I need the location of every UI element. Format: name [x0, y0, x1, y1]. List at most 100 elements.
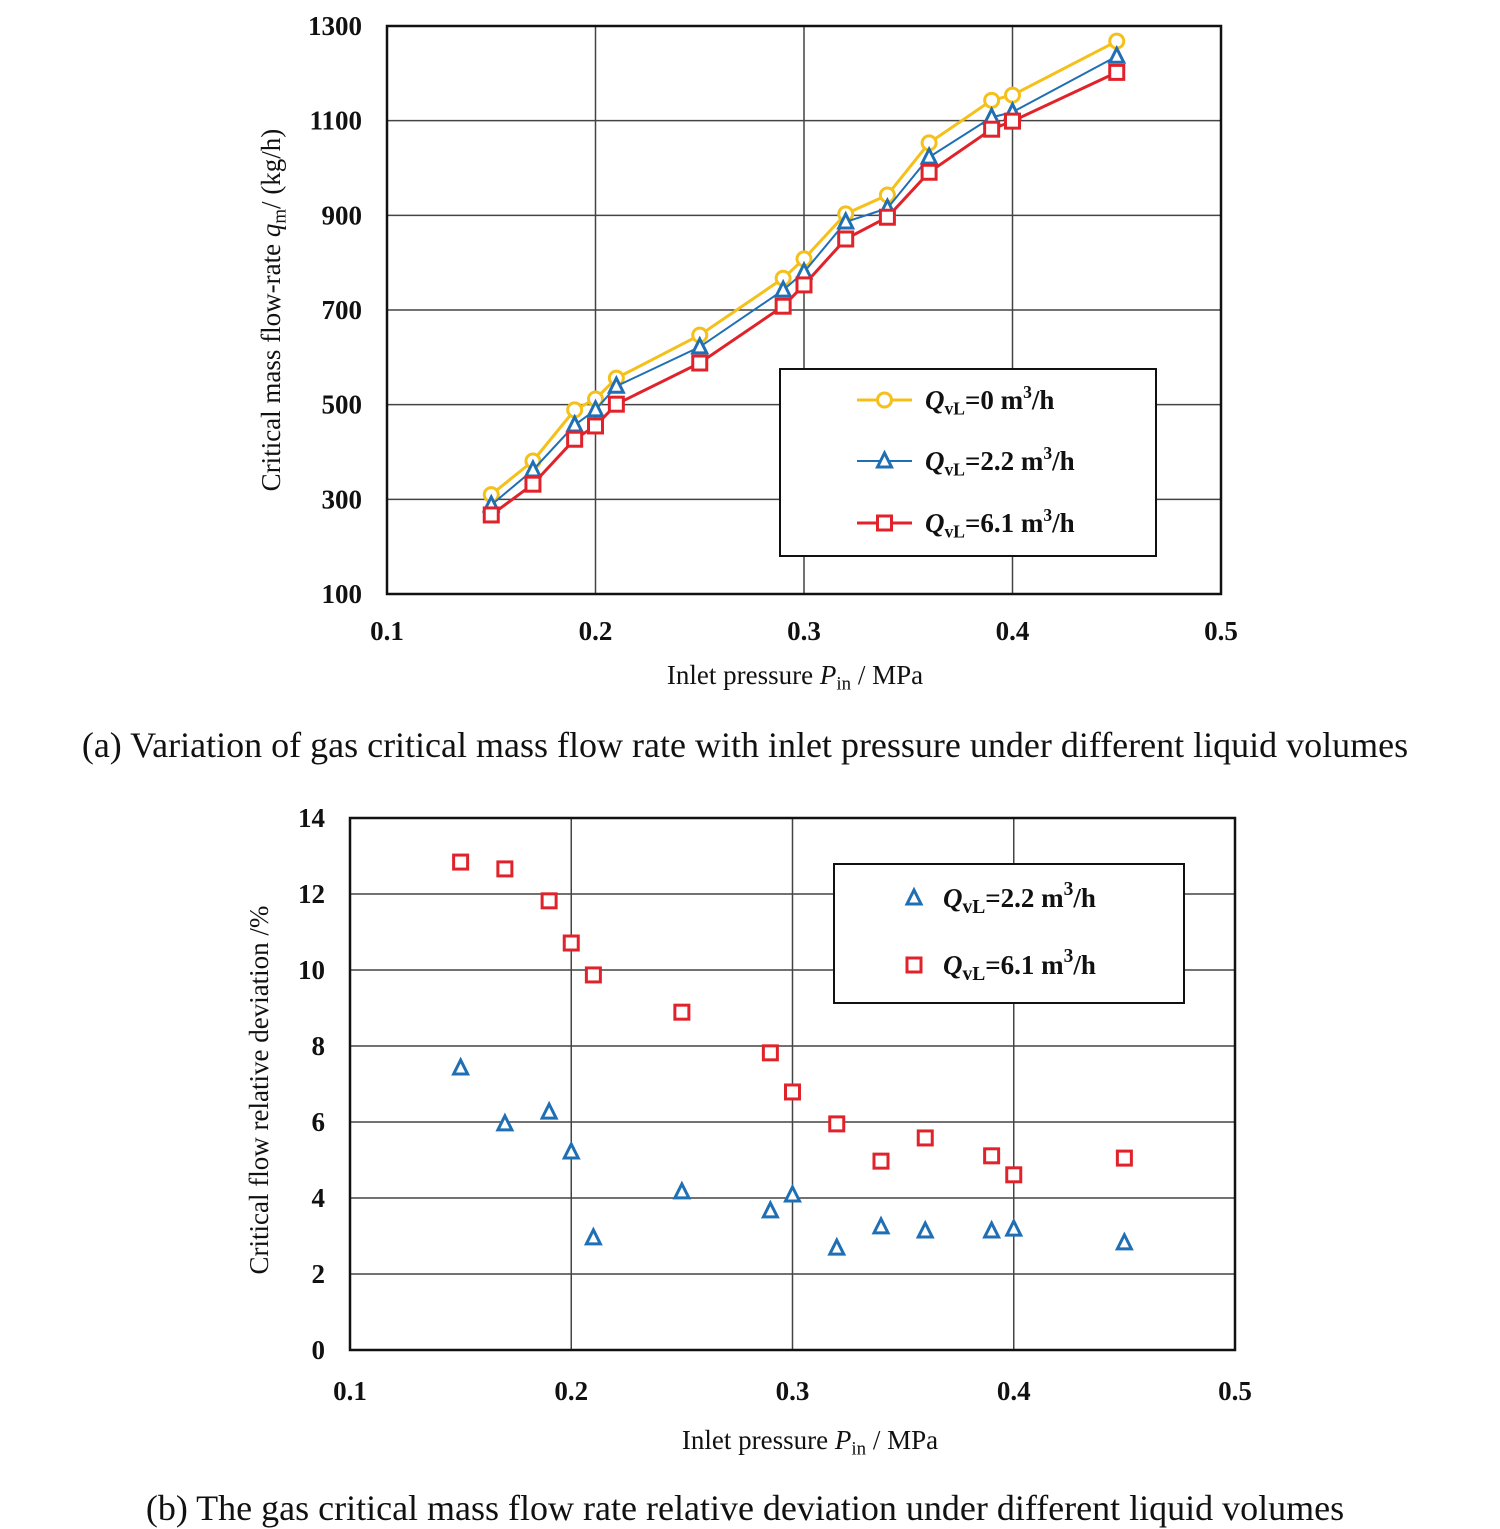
data-point: [1108, 63, 1126, 81]
data-point: [983, 120, 1001, 138]
x-tick-label: 0.2: [579, 616, 613, 646]
data-point: [878, 208, 896, 226]
legend-var: Q: [925, 508, 945, 538]
y-tick-label: 14: [298, 803, 325, 833]
data-point: [919, 145, 939, 165]
x-axis-label-sub: in: [851, 1438, 866, 1459]
data-point: [1115, 1149, 1133, 1167]
x-axis-label-sub: in: [836, 673, 851, 694]
data-point: [561, 1140, 581, 1160]
data-point: [584, 966, 602, 984]
y-tick-label: 6: [312, 1107, 326, 1137]
chart-caption: (a) Variation of gas critical mass flow …: [82, 725, 1408, 765]
legend-rest: =6.1 m: [965, 508, 1044, 538]
y-axis-label-text: Critical flow relative deviation /%: [244, 906, 274, 1275]
data-point: [691, 354, 709, 372]
data-point: [1005, 1166, 1023, 1184]
data-point: [774, 297, 792, 315]
y-axis-label-var: q: [256, 224, 286, 238]
data-point: [837, 230, 855, 248]
legend-rest: =2.2 m: [985, 883, 1064, 913]
legend-box: [833, 863, 1185, 1004]
legend-tail: /h: [1051, 508, 1075, 538]
y-tick-label: 10: [298, 955, 325, 985]
data-point: [539, 1100, 559, 1120]
legend-label: QvL=2.2 m3/h: [925, 443, 1075, 479]
legend-marker: [876, 391, 893, 409]
series-1: [452, 853, 1133, 1184]
x-axis-label: Inlet pressure Pin / MPa: [667, 660, 923, 694]
data-point: [783, 1183, 802, 1203]
data-point: [495, 1112, 515, 1132]
data-point: [583, 1226, 603, 1246]
data-point: [760, 1199, 780, 1219]
x-axis-label-text: Inlet pressure: [667, 660, 820, 690]
legend-label: QvL=6.1 m3/h: [943, 946, 1096, 985]
legend-rest: =2.2 m: [965, 446, 1044, 476]
y-tick-label: 0: [312, 1335, 326, 1365]
legend-marker: [876, 514, 893, 532]
legend-tail: /h: [1072, 883, 1096, 913]
data-point: [828, 1115, 846, 1133]
data-point: [795, 276, 813, 294]
chart-b: 0.1 0.2 0.3 0.4 0.5 0 2 4 6 8 10 12 14 Inlet pressure…: [146, 803, 1344, 1528]
data-point: [827, 1236, 847, 1256]
y-tick-label: 12: [298, 879, 325, 909]
data-point: [562, 934, 580, 952]
legend-var: Q: [925, 446, 945, 476]
legend-marker: [905, 956, 923, 974]
data-point: [672, 1180, 692, 1200]
legend-var: Q: [943, 883, 963, 913]
y-axis-label: Critical mass flow-rate qm/ (kg/h): [256, 129, 290, 492]
data-point: [565, 413, 585, 433]
data-point: [1114, 1231, 1134, 1251]
plot-frame: [348, 816, 1237, 1352]
y-axis-label: Critical flow relative deviation /%: [244, 906, 274, 1275]
legend-marker: [875, 449, 894, 469]
x-tick-label: 0.1: [370, 616, 404, 646]
legend-sup: 3: [1023, 382, 1032, 402]
data-point: [587, 417, 604, 435]
x-axis-label-rest: / MPa: [851, 660, 923, 690]
data-point: [524, 475, 542, 493]
y-tick-label: 4: [312, 1183, 326, 1213]
data-point: [606, 374, 626, 394]
y-axis-label-sub: m: [269, 209, 290, 224]
legend-label: QvL=2.2 m3/h: [943, 879, 1096, 918]
data-point: [784, 1083, 801, 1101]
data-point: [540, 892, 558, 910]
x-tick-label: 0.4: [996, 616, 1030, 646]
data-point: [761, 1044, 779, 1062]
x-tick-label: 0.3: [776, 1376, 810, 1406]
y-axis-label-rest: / (kg/h): [256, 129, 286, 209]
y-tick-label: 900: [322, 200, 363, 230]
series-2: [482, 63, 1126, 524]
x-tick-label: 0.1: [333, 1376, 367, 1406]
legend-var: Q: [925, 385, 945, 415]
data-point: [451, 1056, 471, 1076]
legend-label: QvL=6.1 m3/h: [925, 505, 1075, 541]
data-point: [982, 1219, 1002, 1239]
data-point: [673, 1003, 691, 1021]
legend-sub: vL: [963, 897, 986, 918]
legend-sub: vL: [963, 964, 986, 985]
data-point: [496, 860, 514, 878]
x-tick-label: 0.3: [787, 616, 821, 646]
legend-sub: vL: [945, 521, 965, 541]
y-tick-label: 2: [312, 1259, 326, 1289]
legend-rest: =0 m: [965, 385, 1024, 415]
x-axis-label-text: Inlet pressure: [682, 1425, 835, 1455]
data-point: [915, 1219, 935, 1239]
chart-a: 0.1 0.2 0.3 0.4 0.5 100 300 500 700 900 1100 1300 In…: [82, 11, 1408, 765]
data-point: [607, 395, 625, 413]
plot-frame: [385, 24, 1223, 596]
x-axis-label-rest: / MPa: [866, 1425, 938, 1455]
data-point: [690, 335, 710, 355]
legend-sup: 3: [1064, 946, 1074, 967]
x-axis-label-var: P: [819, 660, 837, 690]
legend-marker: [904, 886, 924, 906]
data-point: [983, 91, 1001, 109]
data-point: [482, 506, 500, 524]
